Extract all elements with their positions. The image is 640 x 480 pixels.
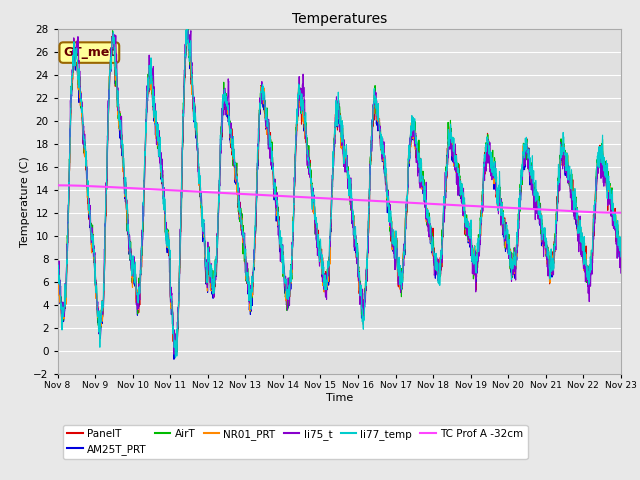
TC Prof A -32cm <box>568 208 575 214</box>
PanelT <box>184 18 191 24</box>
Y-axis label: Temperature (C): Temperature (C) <box>20 156 31 247</box>
li75_t <box>173 352 180 358</box>
AM25T_PRT <box>184 19 191 24</box>
AirT <box>54 273 61 278</box>
AirT <box>369 122 376 128</box>
PanelT <box>583 276 591 282</box>
AirT <box>568 179 575 184</box>
PanelT <box>568 190 575 195</box>
Line: AirT: AirT <box>58 20 621 352</box>
TC Prof A -32cm <box>54 182 61 188</box>
li77_temp <box>369 120 376 125</box>
li77_temp <box>184 11 191 17</box>
li75_t <box>583 278 591 284</box>
NR01_PRT <box>504 236 511 242</box>
li77_temp <box>617 254 625 260</box>
NR01_PRT <box>583 276 591 282</box>
TC Prof A -32cm <box>583 209 591 215</box>
AM25T_PRT <box>568 181 575 187</box>
PanelT <box>617 238 625 244</box>
PanelT <box>170 351 178 357</box>
Title: Temperatures: Temperatures <box>292 12 387 26</box>
Text: GT_met: GT_met <box>63 46 115 59</box>
NR01_PRT <box>369 125 376 131</box>
TC Prof A -32cm <box>211 190 219 195</box>
TC Prof A -32cm <box>368 198 376 204</box>
NR01_PRT <box>356 292 364 298</box>
NR01_PRT <box>211 276 219 281</box>
AirT <box>583 273 591 278</box>
AM25T_PRT <box>583 279 591 285</box>
Line: PanelT: PanelT <box>58 21 621 354</box>
li77_temp <box>504 240 511 246</box>
li77_temp <box>583 275 591 280</box>
AM25T_PRT <box>617 256 625 262</box>
li75_t <box>504 238 511 243</box>
Line: TC Prof A -32cm: TC Prof A -32cm <box>58 185 621 213</box>
Line: li77_temp: li77_temp <box>58 14 621 358</box>
AM25T_PRT <box>211 280 219 286</box>
PanelT <box>54 267 61 273</box>
TC Prof A -32cm <box>613 210 621 216</box>
NR01_PRT <box>617 247 625 253</box>
NR01_PRT <box>54 268 61 274</box>
AM25T_PRT <box>369 117 376 122</box>
AM25T_PRT <box>504 234 511 240</box>
Line: AM25T_PRT: AM25T_PRT <box>58 22 621 360</box>
AM25T_PRT <box>356 284 364 289</box>
li77_temp <box>211 258 219 264</box>
X-axis label: Time: Time <box>326 393 353 403</box>
PanelT <box>504 246 511 252</box>
li75_t <box>356 301 364 307</box>
NR01_PRT <box>184 19 191 25</box>
AirT <box>184 17 191 23</box>
AM25T_PRT <box>170 357 178 362</box>
li75_t <box>54 271 61 277</box>
li75_t <box>369 138 376 144</box>
PanelT <box>369 119 376 125</box>
li75_t <box>568 199 575 205</box>
li77_temp <box>54 260 61 266</box>
NR01_PRT <box>568 176 575 181</box>
NR01_PRT <box>172 351 179 357</box>
Legend: PanelT, AM25T_PRT, AirT, NR01_PRT, li75_t, li77_temp, TC Prof A -32cm: PanelT, AM25T_PRT, AirT, NR01_PRT, li75_… <box>63 424 527 459</box>
TC Prof A -32cm <box>54 182 61 188</box>
li77_temp <box>356 289 364 295</box>
li77_temp <box>172 355 179 361</box>
TC Prof A -32cm <box>503 205 511 211</box>
Line: li75_t: li75_t <box>58 15 621 355</box>
AirT <box>356 282 364 288</box>
AirT <box>173 349 181 355</box>
TC Prof A -32cm <box>617 210 625 216</box>
PanelT <box>356 285 364 291</box>
AirT <box>504 242 511 248</box>
AirT <box>211 258 219 264</box>
AM25T_PRT <box>54 266 61 272</box>
AirT <box>617 235 625 240</box>
TC Prof A -32cm <box>356 197 364 203</box>
PanelT <box>211 271 219 276</box>
Line: NR01_PRT: NR01_PRT <box>58 22 621 354</box>
li75_t <box>184 12 191 18</box>
li75_t <box>211 271 219 276</box>
li75_t <box>617 270 625 276</box>
li77_temp <box>568 167 575 173</box>
